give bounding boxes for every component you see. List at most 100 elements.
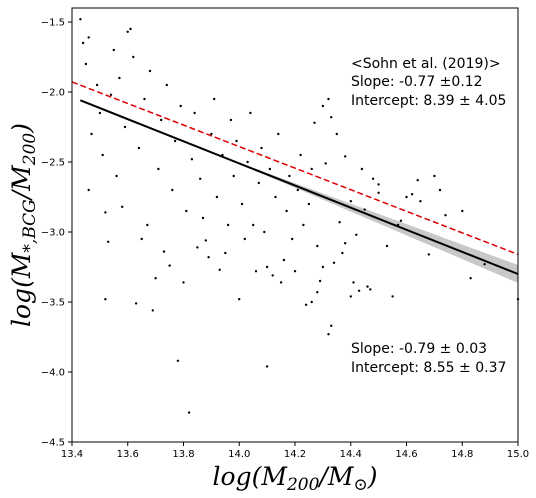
best-fit-line [79, 99, 519, 275]
data-point [115, 174, 118, 178]
data-point [330, 116, 333, 119]
reference-fit-line [71, 81, 519, 256]
x-tick-label: 13.6 [117, 449, 139, 460]
data-point [238, 298, 241, 301]
reference-intercept-annotation: Intercept: 8.39 ± 4.05 [351, 93, 506, 109]
data-point [260, 146, 263, 150]
data-point [360, 167, 364, 171]
data-point [416, 179, 419, 182]
data-point [288, 174, 291, 178]
data-point [246, 160, 249, 164]
y-tick-label: −4.0 [41, 368, 65, 379]
data-point [324, 162, 327, 165]
data-point [165, 83, 168, 87]
data-point [327, 97, 330, 101]
data-point [81, 41, 85, 45]
data-point [265, 265, 269, 269]
data-point [190, 158, 194, 161]
data-point [199, 177, 202, 180]
x-tick-label: 14.8 [451, 449, 473, 460]
data-point [179, 104, 182, 108]
data-point [154, 277, 157, 280]
fit-slope-annotation: Slope: -0.79 ± 0.03 [351, 341, 487, 357]
data-point [109, 93, 113, 97]
data-point [427, 253, 430, 256]
data-point [391, 295, 394, 298]
data-point [254, 270, 258, 273]
y-tick-label: −2.0 [41, 88, 65, 99]
data-point [313, 121, 316, 125]
data-point [438, 188, 442, 192]
data-point [196, 246, 199, 249]
y-tick-label: −4.5 [41, 438, 65, 449]
data-point [173, 139, 177, 143]
data-point [282, 258, 286, 262]
data-point [243, 237, 246, 241]
data-point [235, 139, 238, 143]
data-point [461, 209, 464, 213]
data-point [84, 62, 88, 66]
data-point [157, 167, 160, 171]
data-point [123, 125, 127, 129]
data-point [349, 200, 352, 203]
data-point [330, 324, 333, 327]
data-point [95, 83, 99, 87]
data-point [469, 277, 472, 280]
data-point [176, 359, 180, 362]
data-point [268, 167, 272, 171]
data-point [277, 132, 280, 136]
y-tick-label: −1.5 [41, 18, 65, 29]
data-point [483, 263, 486, 266]
x-tick-label: 14.0 [228, 449, 250, 460]
data-point [107, 240, 110, 243]
data-point [143, 97, 146, 101]
data-point [338, 221, 341, 224]
data-point [296, 188, 299, 192]
data-point [291, 237, 294, 241]
data-point [307, 202, 311, 206]
data-point [182, 281, 185, 284]
data-point [229, 118, 233, 122]
data-point [265, 365, 269, 368]
data-point [271, 274, 274, 277]
data-point [304, 303, 308, 306]
x-tick-label: 13.8 [172, 449, 194, 460]
data-point [293, 270, 297, 273]
data-point [302, 223, 305, 227]
data-point [341, 251, 344, 255]
data-point [399, 219, 403, 222]
data-point [252, 223, 255, 227]
data-point [249, 111, 252, 115]
data-point [87, 188, 90, 192]
data-point [321, 104, 325, 108]
data-point [185, 209, 188, 213]
data-point [218, 268, 221, 271]
data-point [355, 233, 358, 236]
data-point [344, 242, 347, 245]
data-point [213, 97, 216, 101]
data-point [146, 223, 149, 227]
data-point [299, 153, 302, 157]
data-point [279, 281, 283, 284]
data-point [210, 132, 213, 136]
data-point [377, 191, 380, 194]
data-point [274, 195, 277, 199]
data-point [349, 295, 352, 298]
data-point [204, 239, 207, 242]
data-point [207, 256, 210, 259]
data-point [224, 251, 227, 255]
data-point [310, 167, 313, 171]
data-point [126, 30, 129, 33]
data-point [232, 174, 235, 178]
data-point [215, 195, 219, 199]
data-point [171, 188, 174, 192]
data-point [332, 261, 336, 264]
data-point [162, 250, 166, 253]
data-point [151, 309, 154, 312]
data-point [366, 285, 369, 288]
data-point [327, 333, 330, 336]
data-point [168, 264, 171, 267]
fit-intercept-annotation: Intercept: 8.55 ± 0.37 [351, 360, 506, 376]
data-point [263, 230, 266, 234]
